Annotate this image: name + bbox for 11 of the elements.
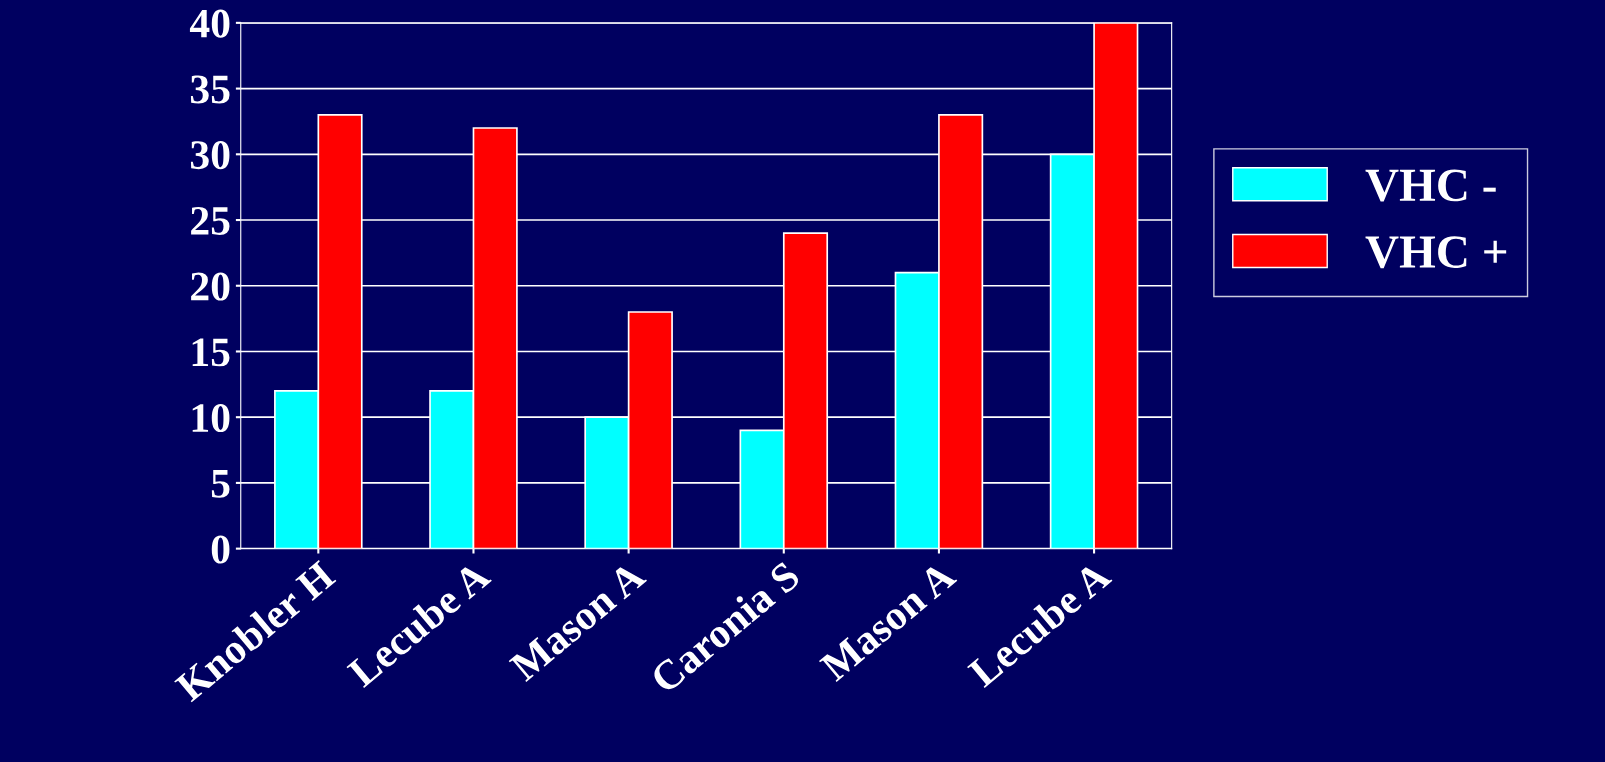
y-tick-label: 30 (190, 141, 230, 170)
y-tick-label: 0 (211, 535, 230, 564)
y-tick-label: 20 (191, 272, 230, 301)
y-tick-label: 25 (191, 206, 230, 235)
legend-label: VHC + (1365, 236, 1507, 269)
y-tick-label: 10 (192, 403, 230, 433)
y-tick-label: 35 (190, 75, 230, 104)
y-tick-label: 5 (211, 470, 230, 498)
legend-label: VHC - (1365, 169, 1496, 202)
y-tick-label: 15 (192, 338, 230, 367)
y-tick-label: 40 (189, 9, 230, 38)
